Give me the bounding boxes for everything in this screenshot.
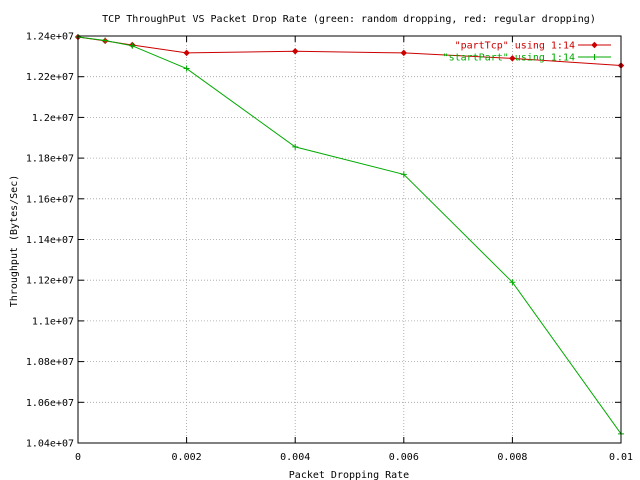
y-tick-label: 1.18e+07 xyxy=(26,154,74,165)
y-tick-label: 1.06e+07 xyxy=(26,398,74,409)
x-axis-label: Packet Dropping Rate xyxy=(289,470,409,480)
data-point xyxy=(291,48,299,55)
legend-marker xyxy=(591,41,598,49)
plot-frame xyxy=(77,35,622,444)
axis-ticks: 1.04e+07 1.06e+07 1.08e+07 1.1e+07 1.12e+07 1… xyxy=(26,32,633,464)
data-point xyxy=(509,55,516,62)
y-tick-label: 1.14e+07 xyxy=(26,235,74,246)
x-tick-label: 0.01 xyxy=(609,452,633,463)
x-tick-label: 0 xyxy=(75,452,81,463)
x-tick-label: 0.006 xyxy=(389,452,419,463)
legend-entry: "startPart" using 1:14 xyxy=(443,53,611,64)
data-point xyxy=(102,37,109,44)
y-tick-label: 1.24e+07 xyxy=(26,32,74,43)
y-tick-label: 1.12e+07 xyxy=(26,276,74,287)
series-line xyxy=(77,36,622,435)
data-point xyxy=(292,143,299,150)
data-point xyxy=(129,42,136,49)
x-tick-label: 0.002 xyxy=(172,452,202,463)
x-tick-label: 0.008 xyxy=(497,452,527,463)
y-tick-label: 1.22e+07 xyxy=(26,72,74,83)
x-tick-label: 0.004 xyxy=(280,452,310,463)
data-point xyxy=(509,279,516,286)
series-1 xyxy=(75,34,624,437)
y-tick-label: 1.16e+07 xyxy=(26,194,74,205)
legend: "partTcp" using 1:14"startPart" using 1:… xyxy=(443,41,611,64)
legend-marker xyxy=(591,54,598,60)
legend-label: "partTcp" using 1:14 xyxy=(455,41,575,52)
series-layer xyxy=(74,33,625,437)
data-point xyxy=(183,65,190,72)
data-point xyxy=(400,49,408,57)
y-tick-label: 1.08e+07 xyxy=(26,357,74,368)
legend-label: "startPart" using 1:14 xyxy=(443,53,575,64)
grid xyxy=(78,36,621,443)
y-tick-label: 1.04e+07 xyxy=(26,439,74,450)
y-tick-label: 1.1e+07 xyxy=(32,316,74,327)
y-tick-label: 1.2e+07 xyxy=(32,113,74,124)
data-point xyxy=(400,171,407,178)
chart-title: TCP ThroughPut VS Packet Drop Rate (gree… xyxy=(102,14,596,25)
legend-entry: "partTcp" using 1:14 xyxy=(455,41,611,52)
data-point xyxy=(183,49,190,57)
y-axis-label: Throughput (Bytes/Sec) xyxy=(9,175,20,307)
